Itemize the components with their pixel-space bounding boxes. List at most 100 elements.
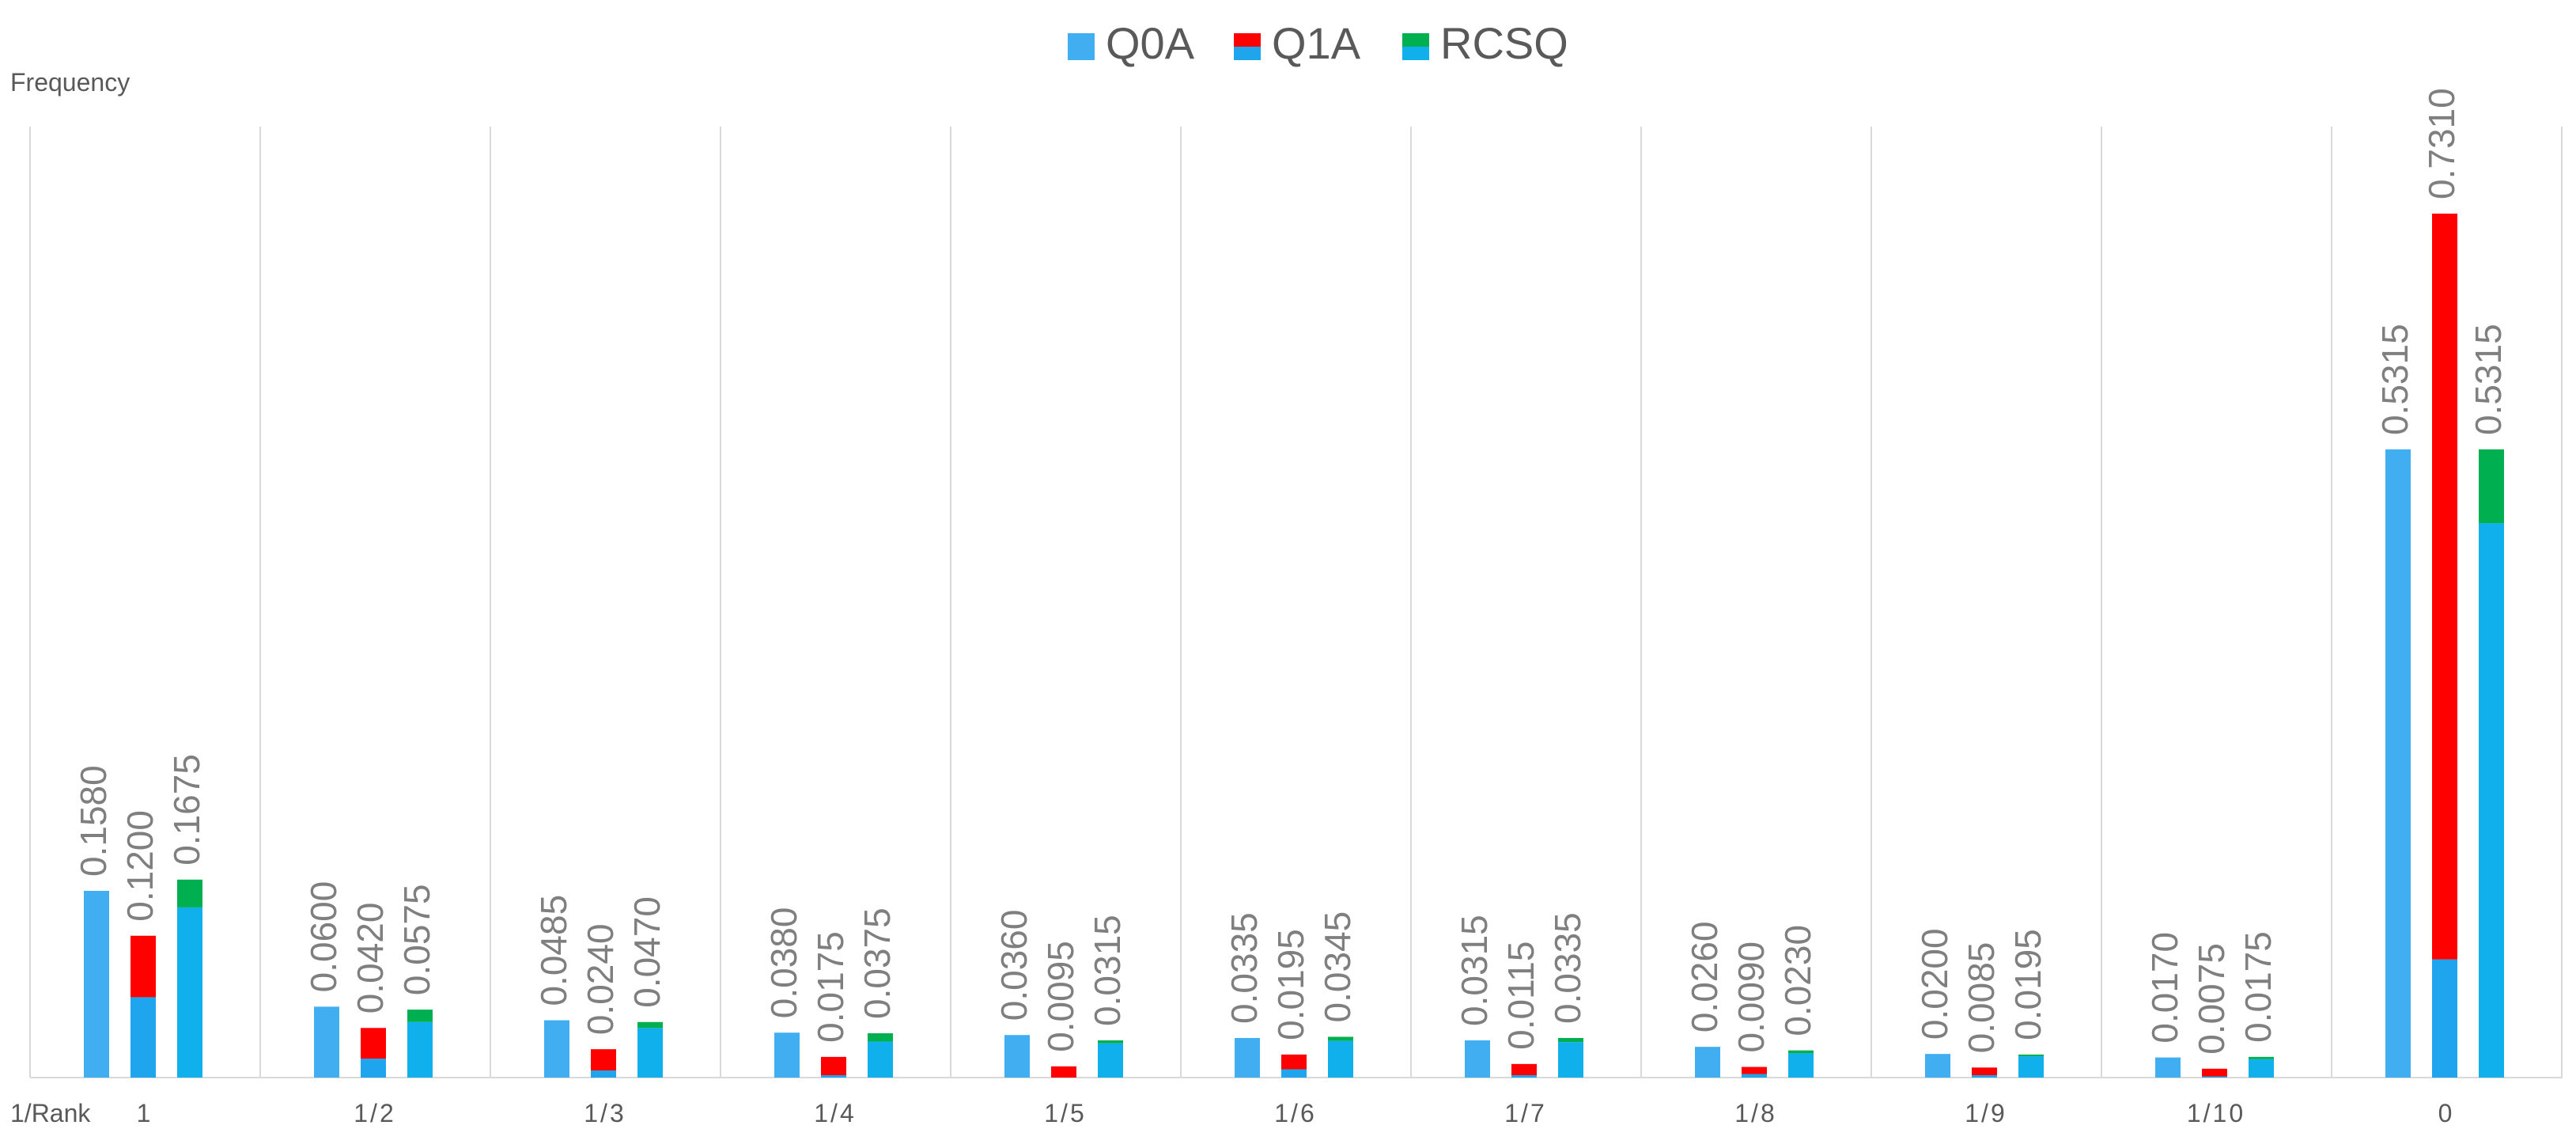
value-label: 0.0075	[2191, 943, 2232, 1055]
bar-rcsq-segment	[1788, 1053, 1814, 1078]
value-label: 0.0575	[396, 884, 437, 995]
x-tick-label: 1/3	[584, 1099, 626, 1127]
bar-q1a-segment	[131, 935, 156, 998]
legend-label: RCSQ	[1440, 18, 1568, 68]
bar-q1a-segment	[361, 1028, 386, 1059]
x-tick-label: 1/2	[354, 1099, 395, 1127]
value-label: 0.1580	[73, 765, 114, 877]
bar-q0a-segment	[2385, 449, 2411, 1078]
bar-q0a-segment	[314, 1006, 339, 1078]
value-label: 0.5315	[2468, 324, 2509, 435]
bars	[84, 214, 2504, 1078]
bar-q1a-segment	[591, 1070, 616, 1078]
x-tick-label: 1/7	[1504, 1099, 1546, 1127]
value-label: 0.0195	[1270, 929, 1311, 1040]
bar-q1a-segment	[1972, 1067, 1997, 1076]
bar-rcsq-segment	[2479, 449, 2504, 524]
legend-label: Q1A	[1272, 18, 1361, 68]
value-label: 0.0090	[1731, 941, 1772, 1053]
value-label: 0.1675	[166, 754, 207, 866]
value-label: 0.0230	[1777, 925, 1818, 1036]
x-tick-label: 1	[137, 1099, 153, 1127]
value-label: 0.5315	[2374, 324, 2415, 435]
bar-rcsq-segment	[177, 879, 202, 907]
bar-q0a-segment	[1695, 1047, 1720, 1078]
x-tick-label: 1/10	[2187, 1099, 2245, 1127]
value-label: 0.0195	[2007, 929, 2048, 1040]
legend-swatch-top	[1402, 33, 1429, 47]
value-label: 0.0600	[303, 881, 344, 993]
bar-q1a-segment	[2202, 1076, 2227, 1078]
legend-swatch-bottom	[1234, 47, 1261, 60]
value-label: 0.0175	[810, 931, 851, 1043]
value-label: 0.0315	[1454, 915, 1495, 1026]
bar-rcsq-segment	[637, 1028, 663, 1078]
value-label: 0.0095	[1040, 941, 1081, 1052]
bar-q0a-segment	[1465, 1040, 1490, 1078]
bar-q0a-segment	[84, 890, 109, 1078]
value-label: 0.0335	[1224, 912, 1265, 1024]
bar-rcsq-segment	[1328, 1036, 1353, 1041]
value-label: 0.0200	[1914, 928, 1955, 1040]
legend-label: Q0A	[1106, 18, 1195, 68]
x-tick-label: 1/5	[1044, 1099, 1086, 1127]
bar-rcsq-segment	[2018, 1056, 2044, 1078]
bar-q1a-segment	[1281, 1069, 1307, 1078]
value-label: 0.0170	[2144, 932, 2185, 1044]
value-label: 0.0375	[857, 907, 898, 1019]
bar-q1a-segment	[131, 997, 156, 1078]
bar-rcsq-segment	[1328, 1040, 1353, 1078]
bar-q1a-segment	[2432, 214, 2457, 960]
value-label: 0.0335	[1547, 912, 1588, 1024]
x-tick-label: 1/8	[1734, 1099, 1776, 1127]
value-label: 0.0345	[1317, 911, 1358, 1023]
bar-q0a-segment	[544, 1020, 569, 1078]
bar-q1a-segment	[1742, 1074, 1767, 1078]
bar-q0a-segment	[2155, 1057, 2181, 1078]
value-label: 0.7310	[2421, 88, 2462, 199]
gridlines	[29, 127, 2563, 1078]
legend-swatch-top	[1234, 33, 1261, 47]
value-label: 0.0115	[1500, 941, 1541, 1050]
bar-q0a-segment	[1004, 1035, 1030, 1078]
bar-q0a-segment	[1235, 1037, 1260, 1078]
x-tick-label: 1/6	[1274, 1099, 1316, 1127]
legend-swatch	[1068, 33, 1095, 60]
bar-rcsq-segment	[1098, 1043, 1123, 1078]
x-tick-label: 1/9	[1965, 1099, 2007, 1127]
bar-rcsq-segment	[2249, 1059, 2274, 1078]
bar-rcsq-segment	[1098, 1040, 1123, 1044]
value-label: 0.0085	[1961, 942, 2002, 1054]
bar-rcsq-segment	[177, 907, 202, 1078]
bar-rcsq-segment	[2479, 523, 2504, 1078]
y-axis-label: Frequency	[10, 68, 130, 97]
bar-q0a-segment	[1925, 1054, 1950, 1078]
bar-q1a-segment	[1972, 1075, 1997, 1078]
legend: Q0A Q1A RCSQ	[1068, 18, 1568, 68]
value-label: 0.0175	[2237, 931, 2279, 1043]
bar-rcsq-segment	[1558, 1037, 1583, 1043]
bar-q1a-segment	[821, 1056, 846, 1076]
value-label: 0.0470	[626, 896, 668, 1008]
value-label: 0.1200	[119, 810, 161, 922]
bar-rcsq-segment	[868, 1041, 893, 1078]
value-label: 0.0240	[580, 923, 621, 1035]
bar-rcsq-segment	[868, 1032, 893, 1042]
value-labels: 0.1580 0.0600 0.0485 0.0380 0.0360 0.0335 0.03…	[73, 88, 2509, 1054]
bar-rcsq-segment	[2249, 1056, 2274, 1059]
bar-q1a-segment	[361, 1059, 386, 1078]
bar-q1a-segment	[1051, 1066, 1076, 1078]
bar-q1a-segment	[1511, 1063, 1537, 1076]
x-tick-label: 1/4	[814, 1099, 856, 1127]
bar-q1a-segment	[2202, 1068, 2227, 1077]
x-axis-label: 1/Rank	[10, 1099, 91, 1127]
value-label: 0.0485	[533, 895, 574, 1006]
bar-rcsq-segment	[1788, 1050, 1814, 1054]
bar-rcsq-segment	[407, 1021, 433, 1078]
bar-q1a-segment	[591, 1049, 616, 1071]
bar-q1a-segment	[1742, 1066, 1767, 1074]
value-label: 0.0380	[763, 907, 804, 1019]
bar-rcsq-segment	[2018, 1054, 2044, 1057]
bar-q1a-segment	[1281, 1054, 1307, 1070]
